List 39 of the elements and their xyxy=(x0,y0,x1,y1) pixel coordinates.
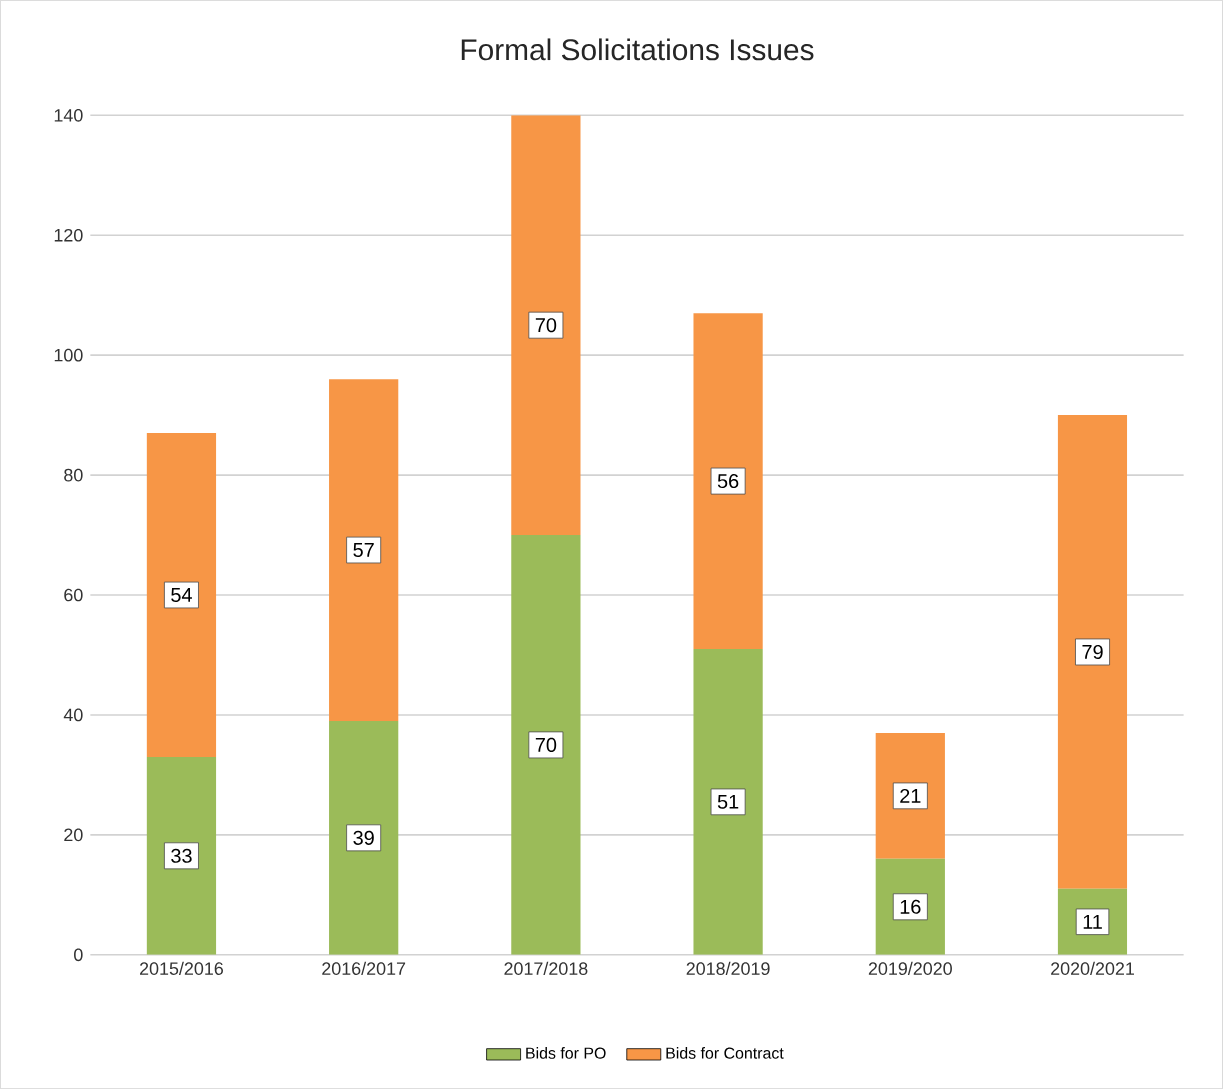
bar xyxy=(329,720,399,955)
y-tick-label: 20 xyxy=(64,828,83,842)
data-label: 79 xyxy=(1082,644,1103,659)
y-tick-label: 140 xyxy=(54,108,83,122)
data-label: 21 xyxy=(900,788,921,803)
x-tick-label: 2020/2021 xyxy=(1051,961,1134,975)
bar xyxy=(875,732,945,859)
bar xyxy=(146,756,217,955)
data-label: 57 xyxy=(353,543,374,557)
data-label: 16 xyxy=(900,899,921,914)
legend-label: Bids for Contract xyxy=(666,1047,784,1059)
bar xyxy=(511,535,581,955)
x-tick-label: 2019/2020 xyxy=(868,961,952,975)
x-tick-label: 2018/2019 xyxy=(686,961,770,975)
x-tick-label: 2016/2017 xyxy=(322,961,406,975)
bar xyxy=(146,433,217,757)
y-tick-label: 100 xyxy=(54,348,83,362)
data-label: 51 xyxy=(717,794,739,809)
bar xyxy=(1057,415,1128,889)
x-tick-label: 2017/2018 xyxy=(504,961,588,975)
data-label: 70 xyxy=(535,318,557,333)
bar xyxy=(693,648,763,955)
bar xyxy=(329,379,399,721)
y-tick-label: 120 xyxy=(54,228,83,242)
x-tick-label: 2015/2016 xyxy=(140,961,224,975)
bar xyxy=(511,115,581,536)
y-tick-label: 40 xyxy=(63,708,83,722)
data-label: 54 xyxy=(171,588,192,602)
data-label: 56 xyxy=(717,474,739,489)
data-label: 11 xyxy=(1083,914,1102,929)
y-tick-label: 60 xyxy=(64,588,83,602)
y-tick-label: 80 xyxy=(64,468,83,482)
y-tick-label: 0 xyxy=(74,948,83,962)
data-label: 70 xyxy=(535,737,557,752)
data-label: 39 xyxy=(353,830,374,845)
data-label: 33 xyxy=(171,848,192,863)
legend-label: Bids for PO xyxy=(526,1047,606,1059)
bar xyxy=(693,313,763,649)
chart-title: Formal Solicitations Issues xyxy=(461,38,814,61)
